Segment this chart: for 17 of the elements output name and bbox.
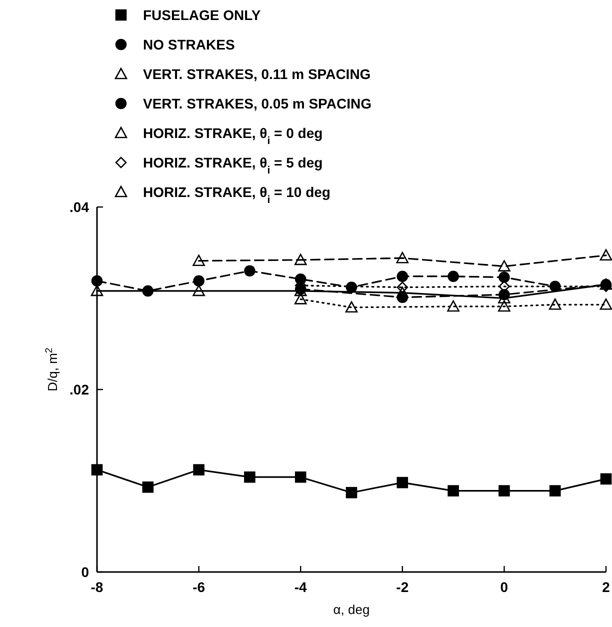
x-tick-label: -2 [396,579,409,595]
legend-label: VERT. STRAKES, 0.11 m SPACING [143,66,371,82]
x-tick-label: 2 [602,579,610,595]
x-tick-label: -4 [294,579,308,595]
x-tick-label: -6 [192,579,206,595]
x-tick-label: 0 [500,579,508,595]
legend-label: NO STRAKES [143,36,235,52]
legend-label: VERT. STRAKES, 0.05 m SPACING [143,96,372,112]
y-tick-label: .02 [70,382,90,398]
legend-label: HORIZ. STRAKE, θ$_{i}$ = 10 deg [143,184,330,206]
legend-label: HORIZ. STRAKE, θ$_{i}$ = 5 deg [143,154,323,176]
x-tick-label: -8 [90,579,104,595]
legend-label: HORIZ. STRAKE, θ$_{i}$ = 0 deg [143,125,323,147]
y-tick-label: 0 [81,564,90,580]
x-axis-title: α, deg [333,602,370,617]
y-tick-label: .04 [70,199,90,215]
legend-label: FUSELAGE ONLY [143,7,262,23]
